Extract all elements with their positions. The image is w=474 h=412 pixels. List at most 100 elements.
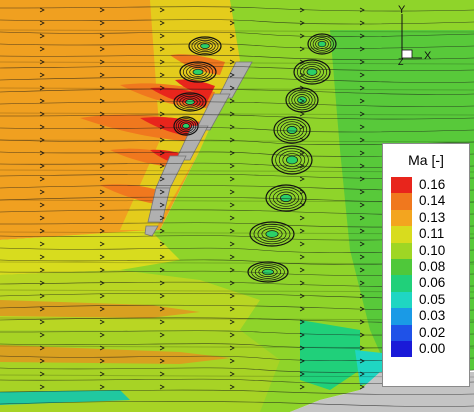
vortex-ring bbox=[296, 61, 328, 83]
vortex-ring bbox=[180, 121, 192, 131]
flow-arrow bbox=[39, 137, 45, 143]
flow-arrow bbox=[99, 189, 105, 195]
flow-arrow bbox=[299, 20, 305, 26]
flow-arrow bbox=[229, 215, 235, 221]
flow-arrow bbox=[39, 20, 45, 26]
streamline bbox=[0, 54, 474, 60]
flow-arrow bbox=[159, 371, 165, 377]
flow-arrow bbox=[99, 150, 105, 156]
vortex-ring bbox=[306, 68, 318, 76]
flow-arrow bbox=[159, 7, 165, 13]
flow-arrow bbox=[299, 59, 305, 65]
flow-arrow bbox=[299, 345, 305, 351]
flow-arrow bbox=[299, 85, 305, 91]
flow-arrow bbox=[359, 293, 365, 299]
flow-arrow bbox=[99, 254, 105, 260]
contour-region bbox=[0, 230, 180, 275]
flow-arrow bbox=[99, 98, 105, 104]
flow-arrow bbox=[229, 202, 235, 208]
flow-arrow bbox=[159, 332, 165, 338]
legend-swatch bbox=[391, 209, 412, 227]
flow-arrow bbox=[39, 306, 45, 312]
streamline bbox=[0, 31, 474, 37]
flow-arrow bbox=[39, 85, 45, 91]
flow-arrow bbox=[39, 371, 45, 377]
flow-arrow bbox=[229, 280, 235, 286]
flow-arrow bbox=[359, 137, 365, 143]
color-legend: Ma [-] 0.16 0.14 0.13 0.11 0.10 0.08 0.06 0.05 0… bbox=[382, 143, 470, 387]
flow-arrow bbox=[229, 358, 235, 364]
contour-region bbox=[150, 87, 210, 106]
flow-arrow bbox=[159, 319, 165, 325]
streamline bbox=[0, 77, 474, 83]
flow-arrow bbox=[159, 111, 165, 117]
flow-arrow bbox=[299, 150, 305, 156]
flow-arrow bbox=[229, 241, 235, 247]
contour-region bbox=[0, 390, 130, 405]
flow-arrow bbox=[159, 46, 165, 52]
flow-arrow bbox=[359, 280, 365, 286]
flow-arrow bbox=[229, 189, 235, 195]
flow-arrow bbox=[359, 189, 365, 195]
flow-arrow bbox=[99, 228, 105, 234]
vortex-ring bbox=[288, 89, 316, 111]
flow-arrow bbox=[159, 85, 165, 91]
flow-arrow bbox=[229, 163, 235, 169]
legend-level-label: 0.10 bbox=[419, 242, 446, 258]
vortex-ring bbox=[285, 87, 319, 113]
flow-arrow bbox=[299, 306, 305, 312]
vortex-ring bbox=[194, 39, 216, 53]
vortex-ring bbox=[317, 40, 327, 48]
vortex-ring bbox=[189, 67, 207, 77]
flow-arrow bbox=[359, 20, 365, 26]
contour-region bbox=[170, 54, 225, 75]
legend-level-label: 0.08 bbox=[419, 258, 446, 274]
flow-arrow bbox=[39, 215, 45, 221]
vortex-ring bbox=[179, 61, 217, 83]
legend-swatch bbox=[391, 193, 412, 210]
vortex-ring bbox=[254, 265, 282, 279]
flow-arrow bbox=[99, 371, 105, 377]
streamline bbox=[0, 127, 474, 133]
flow-arrow bbox=[99, 137, 105, 143]
flow-arrow bbox=[159, 189, 165, 195]
vortex-ring bbox=[177, 119, 195, 133]
vortex-ring bbox=[286, 126, 298, 134]
flow-arrow bbox=[299, 46, 305, 52]
legend-level-label: 0.00 bbox=[419, 340, 446, 356]
flow-arrow bbox=[159, 384, 165, 390]
vortex-ring bbox=[291, 91, 313, 109]
vortex-ring bbox=[173, 116, 199, 136]
flow-arrow bbox=[99, 384, 105, 390]
flow-arrow bbox=[359, 306, 365, 312]
legend-swatch bbox=[391, 258, 412, 276]
flow-arrow bbox=[159, 137, 165, 143]
flow-arrow bbox=[229, 306, 235, 312]
legend-level-label: 0.05 bbox=[419, 291, 446, 307]
flow-arrow bbox=[299, 72, 305, 78]
contour-region bbox=[0, 345, 230, 364]
flow-arrow bbox=[299, 137, 305, 143]
vortex-ring bbox=[188, 36, 222, 56]
flow-arrow bbox=[99, 46, 105, 52]
flow-arrow bbox=[359, 7, 365, 13]
flow-arrow bbox=[99, 20, 105, 26]
vortex-ring bbox=[307, 33, 337, 55]
legend-level-label: 0.06 bbox=[419, 275, 446, 291]
flow-arrow bbox=[299, 254, 305, 260]
legend-level-label: 0.03 bbox=[419, 308, 446, 324]
streamline bbox=[0, 19, 474, 25]
flow-arrow bbox=[299, 319, 305, 325]
vortex-ring bbox=[315, 39, 329, 49]
legend-level-label: 0.11 bbox=[419, 226, 445, 242]
vortex-ring bbox=[278, 150, 306, 170]
flow-arrow bbox=[39, 59, 45, 65]
flow-arrow bbox=[159, 59, 165, 65]
flow-arrow bbox=[359, 98, 365, 104]
flow-arrow bbox=[39, 189, 45, 195]
flow-arrow bbox=[229, 59, 235, 65]
flow-arrow bbox=[359, 241, 365, 247]
flow-arrow bbox=[39, 72, 45, 78]
flow-arrow bbox=[39, 254, 45, 260]
